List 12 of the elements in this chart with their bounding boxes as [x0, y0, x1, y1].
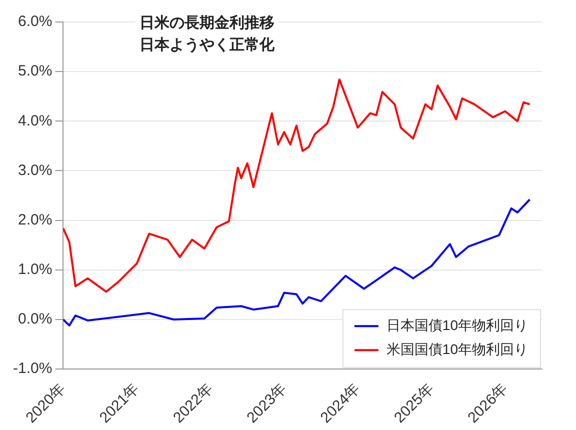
- legend-label: 日本国債10年物利回り: [386, 316, 528, 333]
- y-tick-label: 0.0%: [18, 310, 52, 328]
- y-tick-label: 5.0%: [18, 62, 52, 80]
- y-tick-label: 4.0%: [18, 112, 52, 130]
- y-tick-label: 2.0%: [18, 211, 52, 228]
- text: 日本ようやく正常化: [139, 36, 276, 54]
- chart-title: 日米の長期金利推移: [139, 14, 274, 32]
- y-tick-label: 6.0%: [18, 13, 52, 30]
- y-tick-label: 3.0%: [18, 162, 52, 179]
- y-tick-label: -1.0%: [12, 360, 52, 378]
- y-tick-label: 1.0%: [18, 261, 52, 278]
- legend-label: 米国国債10年物利回り: [386, 340, 528, 357]
